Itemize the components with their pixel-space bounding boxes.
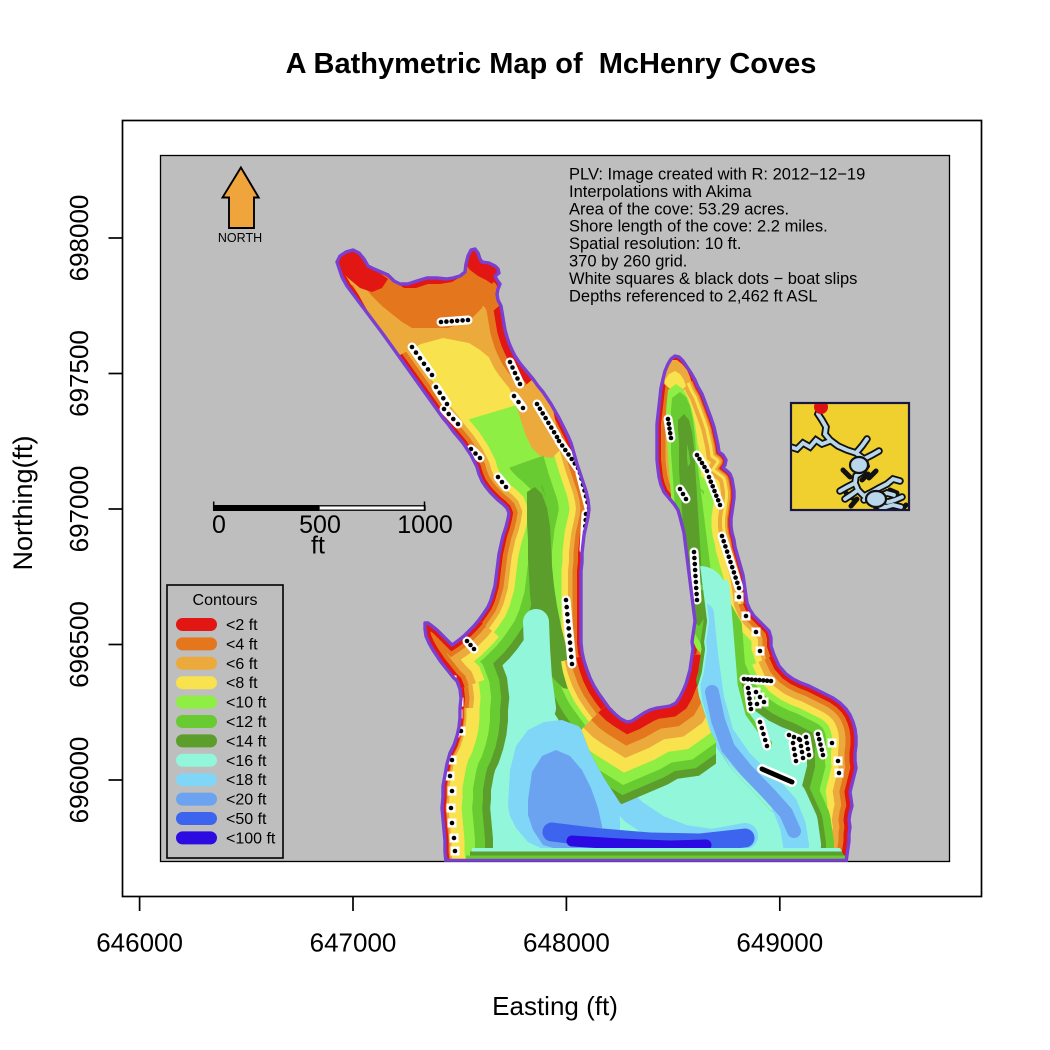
svg-text:696000: 696000 [64,737,94,824]
svg-text:697500: 697500 [64,330,94,417]
svg-text:<18 ft: <18 ft [226,772,267,789]
svg-text:Contours: Contours [193,592,258,609]
svg-text:647000: 647000 [310,928,397,958]
svg-text:500: 500 [299,511,341,539]
svg-text:0: 0 [212,511,226,539]
svg-text:ft: ft [311,532,325,560]
svg-text:<14 ft: <14 ft [226,733,267,750]
svg-text:NORTH: NORTH [218,231,262,245]
svg-text:<16 ft: <16 ft [226,753,267,770]
svg-text:1000: 1000 [397,511,453,539]
svg-text:696500: 696500 [64,601,94,688]
svg-text:Area of the cove: 53.29 acres.: Area of the cove: 53.29 acres. [569,200,789,218]
svg-text:A Bathymetric Map of McHenry: A Bathymetric Map of McHenry Coves [286,48,817,80]
svg-text:648000: 648000 [523,928,610,958]
svg-text:646000: 646000 [96,928,183,958]
svg-text:370 by 260 grid.: 370 by 260 grid. [569,253,687,271]
svg-text:White squares & black dots − b: White squares & black dots − boat slips [569,270,857,288]
svg-text:<6 ft: <6 ft [226,656,258,673]
svg-text:<10 ft: <10 ft [226,695,267,712]
svg-text:<100 ft: <100 ft [226,830,276,847]
svg-text:Depths referenced to 2,462 ft: Depths referenced to 2,462 ft ASL [569,287,818,305]
svg-text:<8 ft: <8 ft [226,675,258,692]
svg-text:PLV: Image created with R: 201: PLV: Image created with R: 2012−12−19 [569,166,865,184]
svg-text:697000: 697000 [64,466,94,553]
svg-text:<2 ft: <2 ft [226,617,258,634]
svg-text:<50 ft: <50 ft [226,811,267,828]
svg-text:Spatial resolution: 10 ft.: Spatial resolution: 10 ft. [569,235,741,253]
svg-text:<4 ft: <4 ft [226,636,258,653]
svg-text:Northing(ft): Northing(ft) [8,435,38,570]
svg-text:Shore length of the cove: 2.2: Shore length of the cove: 2.2 miles. [569,218,828,236]
svg-text:698000: 698000 [64,195,94,282]
svg-text:Interpolations with Akima: Interpolations with Akima [569,183,752,201]
svg-text:649000: 649000 [736,928,823,958]
svg-text:<20 ft: <20 ft [226,792,267,809]
svg-text:Easting (ft): Easting (ft) [492,991,618,1021]
svg-text:<12 ft: <12 ft [226,714,267,731]
